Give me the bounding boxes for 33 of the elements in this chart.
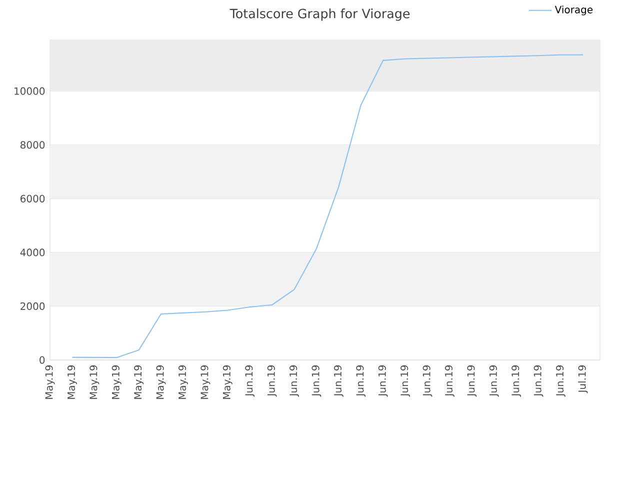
x-tick-label: Jun.19 bbox=[400, 365, 410, 397]
x-tick-label: Jun.19 bbox=[378, 365, 388, 397]
y-tick-label: 6000 bbox=[20, 194, 45, 202]
x-tick-label: May.19 bbox=[45, 365, 55, 399]
x-tick-label: Jun.19 bbox=[556, 365, 566, 397]
x-tick-label: May.19 bbox=[200, 365, 210, 399]
x-tick-label: Jun.19 bbox=[267, 365, 277, 397]
x-tick-label: May.19 bbox=[90, 365, 100, 399]
x-tick-label: May.19 bbox=[222, 365, 232, 399]
chart-title: Totalscore Graph for Viorage bbox=[230, 8, 410, 21]
x-tick-label: Jun.19 bbox=[356, 365, 366, 397]
y-tick-label: 10000 bbox=[14, 87, 45, 95]
x-tick-label: Jun.19 bbox=[467, 365, 477, 397]
y-tick-label: 4000 bbox=[20, 248, 45, 256]
x-tick-label: Jun.19 bbox=[422, 365, 432, 397]
x-tick-label: Jun.19 bbox=[312, 365, 322, 397]
y-tick-label: 2000 bbox=[20, 302, 45, 310]
x-tick-label: May.19 bbox=[178, 365, 188, 399]
x-tick-label: Jun.19 bbox=[334, 365, 344, 397]
x-tick-label: Jun.19 bbox=[245, 365, 255, 397]
x-tick-label: Jul.19 bbox=[578, 365, 588, 394]
x-tick-label: May.19 bbox=[156, 365, 166, 399]
x-tick-label: Jun.19 bbox=[512, 365, 522, 397]
x-tick-label: May.19 bbox=[112, 365, 122, 399]
legend-label: Viorage bbox=[554, 6, 593, 16]
x-tick-label: Jun.19 bbox=[290, 365, 299, 397]
x-tick-label: Jun.19 bbox=[489, 365, 499, 397]
y-tick-label: 0 bbox=[40, 356, 45, 364]
x-tick-label: May.19 bbox=[134, 365, 144, 399]
x-tick-label: Jun.19 bbox=[534, 365, 544, 397]
x-tick-label: Jun.19 bbox=[444, 365, 454, 397]
y-tick-label: 8000 bbox=[20, 141, 45, 149]
x-tick-label: May.19 bbox=[67, 365, 77, 399]
